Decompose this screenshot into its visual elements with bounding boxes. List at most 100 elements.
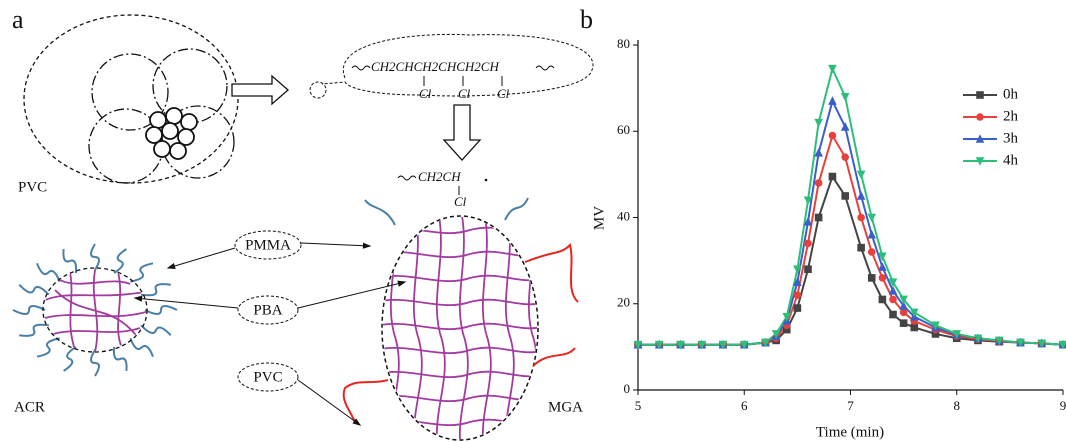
label-ovals-part bbox=[237, 295, 299, 325]
data-point bbox=[867, 213, 877, 223]
pointer-head bbox=[166, 262, 176, 269]
mga-chains-part bbox=[524, 243, 579, 303]
chain-formula: CH2CHCH2CHCH2CH bbox=[371, 59, 499, 74]
data-point bbox=[973, 334, 983, 344]
data-point bbox=[814, 179, 823, 187]
data-point bbox=[804, 265, 812, 274]
network-strand bbox=[383, 346, 537, 354]
data-point bbox=[878, 295, 887, 304]
pba-network-part bbox=[117, 271, 123, 349]
data-point bbox=[793, 304, 802, 312]
pvc-label: PVC bbox=[18, 179, 47, 195]
network-strand bbox=[527, 217, 537, 439]
data-point bbox=[828, 172, 837, 181]
x-tick-label: 6 bbox=[741, 398, 748, 413]
data-point bbox=[828, 96, 837, 105]
primary-particles-part bbox=[152, 48, 228, 124]
data-point bbox=[899, 319, 908, 327]
pba-network-part bbox=[44, 311, 146, 319]
data-point bbox=[1058, 340, 1066, 350]
pmma-chain bbox=[113, 248, 127, 274]
data-point bbox=[856, 170, 866, 180]
pointer-line bbox=[297, 281, 406, 309]
data-point bbox=[878, 262, 887, 271]
data-point bbox=[739, 340, 749, 350]
network-strand bbox=[435, 217, 446, 439]
particle-label: ACR bbox=[14, 399, 45, 415]
label-ovals-part bbox=[234, 230, 302, 260]
mga-chains-part bbox=[342, 379, 389, 423]
data-point bbox=[1016, 338, 1025, 348]
data-point bbox=[828, 64, 837, 74]
mga-particle bbox=[381, 215, 539, 441]
pba-network-part bbox=[54, 289, 141, 341]
pmma-chain bbox=[90, 349, 100, 377]
pointer-line bbox=[297, 379, 361, 426]
substituent: Cl bbox=[458, 86, 471, 101]
data-point bbox=[994, 336, 1004, 346]
pba-network bbox=[44, 269, 146, 351]
radical-formula: CH2CH bbox=[418, 169, 461, 184]
panel-label: a bbox=[12, 5, 24, 34]
micro-particles-part bbox=[161, 122, 179, 140]
data-point bbox=[888, 278, 898, 287]
pmma-chain bbox=[19, 323, 49, 337]
series-line bbox=[638, 98, 1064, 346]
pba-network-part bbox=[59, 279, 131, 285]
substituent: Cl bbox=[419, 86, 432, 101]
arrow-down bbox=[442, 104, 482, 161]
data-point bbox=[889, 295, 897, 304]
data-point bbox=[841, 192, 849, 200]
data-point bbox=[840, 92, 850, 102]
legend-marker bbox=[976, 113, 984, 121]
mga-chains-part bbox=[532, 347, 576, 367]
y-axis-label: MV bbox=[591, 206, 607, 230]
data-point bbox=[782, 325, 791, 334]
data-point bbox=[793, 265, 802, 275]
pmma-chain bbox=[129, 337, 154, 358]
x-tick-label: 7 bbox=[847, 398, 854, 413]
data-point bbox=[867, 274, 876, 282]
y-tick-label: 0 bbox=[624, 381, 631, 396]
panel-label: b bbox=[580, 5, 593, 34]
data-point bbox=[654, 340, 664, 350]
micro-particles-part bbox=[165, 107, 183, 125]
series-line bbox=[638, 65, 1064, 346]
data-point bbox=[761, 338, 770, 348]
pmma-chain bbox=[36, 337, 60, 358]
micro-particles-part bbox=[169, 142, 187, 160]
x-tick-label: 9 bbox=[1060, 398, 1066, 413]
pointer-head bbox=[352, 418, 362, 426]
y-tick-label: 40 bbox=[617, 208, 630, 223]
pmma-chain bbox=[140, 324, 172, 336]
data-point bbox=[888, 286, 898, 295]
component-label: PVC bbox=[253, 369, 282, 385]
mga-chains-part bbox=[504, 197, 529, 221]
network-strand bbox=[383, 274, 537, 282]
radical-substituent: Cl bbox=[454, 194, 467, 209]
pointer-head bbox=[362, 242, 372, 249]
label-ovals bbox=[234, 230, 302, 392]
diagram-panel: a PVC CH2CHCH2CHCH2CH Cl Cl Cl CH2CH Cl bbox=[12, 5, 594, 441]
pointer-line bbox=[167, 247, 236, 269]
data-point bbox=[952, 330, 962, 339]
network-strand bbox=[504, 217, 515, 439]
data-point bbox=[840, 122, 850, 131]
data-point bbox=[889, 310, 897, 319]
data-point bbox=[841, 153, 849, 161]
pmma-shell bbox=[12, 243, 178, 377]
data-point bbox=[899, 308, 908, 317]
pba-network-part bbox=[69, 271, 76, 351]
data-point bbox=[899, 301, 908, 310]
wave bbox=[351, 65, 371, 71]
data-point bbox=[857, 213, 865, 222]
x-axis-label: Time (min) bbox=[816, 424, 884, 440]
data-point bbox=[803, 217, 813, 226]
x-tick-label: 5 bbox=[635, 398, 642, 413]
network-strand bbox=[458, 217, 469, 439]
network-strand bbox=[383, 370, 537, 378]
data-point bbox=[899, 295, 908, 305]
data-point bbox=[828, 131, 837, 140]
data-point bbox=[867, 248, 876, 256]
